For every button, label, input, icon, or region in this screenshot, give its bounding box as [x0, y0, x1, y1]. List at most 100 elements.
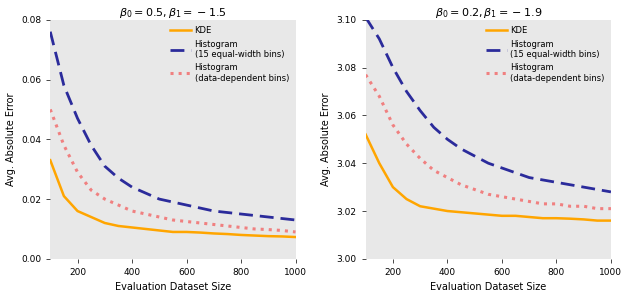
KDE: [156, 229, 163, 232]
Histogram
(data-dependent bins): [430, 169, 438, 172]
Legend: KDE, Histogram
(15 equal-width bins), Histogram
(data-dependent bins): KDE, Histogram (15 equal-width bins), Hi…: [168, 24, 291, 85]
Histogram
(15 equal-width bins): [224, 211, 231, 214]
KDE: [183, 230, 190, 234]
Histogram
(15 equal-width bins): [526, 176, 533, 179]
Histogram
(data-dependent bins): [485, 193, 492, 196]
Histogram
(15 equal-width bins): [593, 188, 601, 191]
Histogram
(15 equal-width bins): [416, 109, 424, 112]
Histogram
(data-dependent bins): [60, 143, 68, 147]
Histogram
(15 equal-width bins): [156, 197, 163, 201]
KDE: [607, 219, 615, 222]
Histogram
(data-dependent bins): [566, 204, 574, 208]
KDE: [566, 217, 574, 221]
KDE: [101, 221, 109, 225]
Histogram
(data-dependent bins): [443, 176, 451, 179]
KDE: [471, 212, 479, 215]
KDE: [197, 231, 204, 234]
Histogram
(15 equal-width bins): [128, 185, 136, 189]
Histogram
(15 equal-width bins): [389, 66, 397, 69]
KDE: [498, 214, 506, 218]
Histogram
(15 equal-width bins): [197, 206, 204, 210]
Histogram
(15 equal-width bins): [403, 90, 410, 93]
Histogram
(15 equal-width bins): [183, 203, 190, 207]
Histogram
(15 equal-width bins): [498, 166, 506, 170]
Histogram
(data-dependent bins): [156, 215, 163, 219]
KDE: [430, 207, 438, 210]
Histogram
(15 equal-width bins): [566, 183, 574, 187]
Line: Histogram
(data-dependent bins): Histogram (data-dependent bins): [365, 75, 611, 209]
KDE: [224, 232, 231, 236]
KDE: [553, 216, 560, 220]
Histogram
(15 equal-width bins): [142, 191, 149, 195]
Histogram
(data-dependent bins): [142, 212, 149, 216]
Line: KDE: KDE: [50, 160, 296, 237]
Histogram
(data-dependent bins): [87, 188, 95, 192]
Histogram
(15 equal-width bins): [237, 212, 245, 216]
Histogram
(data-dependent bins): [539, 202, 546, 206]
Title: $\beta_0=0.5, \beta_1=-1.5$: $\beta_0=0.5, \beta_1=-1.5$: [119, 6, 227, 20]
Histogram
(15 equal-width bins): [292, 218, 300, 222]
Histogram
(15 equal-width bins): [60, 84, 68, 87]
Line: KDE: KDE: [365, 134, 611, 221]
Histogram
(data-dependent bins): [224, 224, 231, 228]
Histogram
(data-dependent bins): [593, 207, 601, 210]
KDE: [87, 215, 95, 219]
KDE: [169, 230, 176, 234]
KDE: [115, 224, 122, 228]
KDE: [46, 159, 54, 162]
KDE: [278, 235, 286, 238]
Histogram
(15 equal-width bins): [471, 154, 479, 158]
Histogram
(data-dependent bins): [73, 170, 81, 174]
KDE: [416, 204, 424, 208]
Histogram
(data-dependent bins): [237, 226, 245, 229]
KDE: [457, 210, 465, 214]
Histogram
(15 equal-width bins): [443, 137, 451, 141]
KDE: [362, 133, 369, 136]
Histogram
(15 equal-width bins): [115, 176, 122, 180]
Histogram
(15 equal-width bins): [101, 164, 109, 168]
X-axis label: Evaluation Dataset Size: Evaluation Dataset Size: [115, 283, 231, 292]
KDE: [593, 219, 601, 222]
KDE: [443, 209, 451, 213]
Histogram
(data-dependent bins): [498, 195, 506, 198]
KDE: [389, 185, 397, 189]
Histogram
(data-dependent bins): [389, 123, 397, 127]
Histogram
(15 equal-width bins): [73, 117, 81, 120]
Histogram
(data-dependent bins): [264, 228, 272, 231]
KDE: [526, 215, 533, 219]
Y-axis label: Avg. Absolute Error: Avg. Absolute Error: [6, 93, 16, 186]
Histogram
(data-dependent bins): [376, 94, 383, 98]
Histogram
(15 equal-width bins): [264, 215, 272, 219]
Histogram
(data-dependent bins): [471, 188, 479, 191]
Histogram
(data-dependent bins): [251, 227, 259, 231]
Histogram
(data-dependent bins): [183, 220, 190, 223]
KDE: [539, 216, 546, 220]
Histogram
(15 equal-width bins): [580, 185, 587, 189]
KDE: [485, 213, 492, 216]
Histogram
(data-dependent bins): [278, 229, 286, 232]
KDE: [142, 227, 149, 231]
Histogram
(15 equal-width bins): [251, 214, 259, 217]
Histogram
(15 equal-width bins): [539, 178, 546, 182]
X-axis label: Evaluation Dataset Size: Evaluation Dataset Size: [430, 283, 546, 292]
Histogram
(15 equal-width bins): [210, 209, 217, 213]
KDE: [403, 197, 410, 201]
Histogram
(data-dependent bins): [580, 204, 587, 208]
KDE: [251, 234, 259, 237]
Histogram
(15 equal-width bins): [362, 15, 369, 19]
Histogram
(data-dependent bins): [292, 230, 300, 234]
Histogram
(15 equal-width bins): [169, 200, 176, 204]
KDE: [512, 214, 519, 218]
Histogram
(data-dependent bins): [607, 207, 615, 210]
KDE: [237, 233, 245, 237]
KDE: [264, 234, 272, 238]
Histogram
(data-dependent bins): [457, 183, 465, 187]
Line: Histogram
(15 equal-width bins): Histogram (15 equal-width bins): [50, 32, 296, 220]
Histogram
(data-dependent bins): [128, 209, 136, 213]
Y-axis label: Avg. Absolute Error: Avg. Absolute Error: [321, 93, 331, 186]
Histogram
(data-dependent bins): [553, 202, 560, 206]
Histogram
(data-dependent bins): [46, 108, 54, 111]
KDE: [580, 218, 587, 221]
Histogram
(data-dependent bins): [169, 218, 176, 222]
Line: Histogram
(15 equal-width bins): Histogram (15 equal-width bins): [365, 17, 611, 192]
